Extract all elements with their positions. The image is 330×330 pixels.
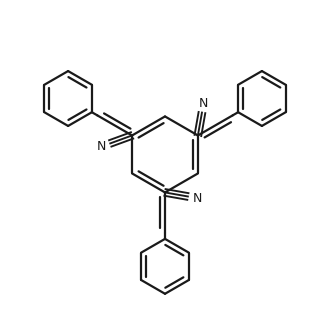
Text: N: N xyxy=(199,97,208,110)
Text: N: N xyxy=(97,140,106,153)
Text: N: N xyxy=(192,192,202,205)
